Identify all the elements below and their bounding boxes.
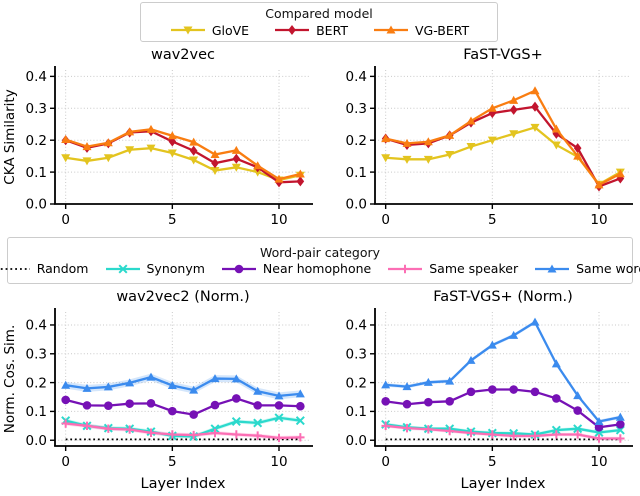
- axes: 0.0 0.1 0.2 0.3 0.4 0 5 10: [26, 308, 313, 470]
- legend-entry-label: VG-BERT: [414, 22, 470, 38]
- axes: 0.0 0.1 0.2 0.3 0.4 0 5 10: [346, 308, 633, 470]
- y-tick-label: 0.2: [26, 375, 47, 391]
- legend-entry-same-word: Same word: [533, 261, 640, 276]
- legend-entry-label: Near homophone: [262, 261, 372, 277]
- legend-entry-near-homophone: Near homophone: [220, 261, 371, 276]
- y-tick-label: 0.0: [346, 197, 367, 213]
- x-tick-label: 0: [381, 454, 390, 470]
- x-tick-label: 5: [488, 454, 497, 470]
- x-axis-label: Layer Index: [141, 476, 226, 492]
- gridlines: [55, 70, 311, 205]
- chart-title: wav2vec: [151, 47, 215, 63]
- triangle-down-glyph-icon: [170, 26, 205, 35]
- y-tick-label: 0.3: [26, 346, 47, 362]
- y-tick-label: 0.1: [26, 404, 47, 420]
- chart-fast-vgs: 0.0 0.1 0.2 0.3 0.4 0 5 10 FaST-VGS+: [321, 44, 639, 236]
- series-same-speaker: [381, 421, 625, 443]
- y-tick-label: 0.4: [346, 69, 367, 85]
- y-tick-label: 0.0: [26, 433, 47, 449]
- chart-wav2vec2-norm-svg: 0.0 0.1 0.2 0.3 0.4 0 5 10 wav2vec2 (Norm.) Norm.…: [2, 289, 313, 492]
- y-tick-label: 0.1: [26, 165, 47, 181]
- legend-entry-same-speaker: Same speaker: [386, 261, 518, 276]
- legend-entry-label: GloVE: [211, 22, 250, 38]
- x-tick-label: 0: [61, 212, 70, 228]
- band-same-word: [385, 320, 621, 424]
- series-bert: [381, 101, 625, 192]
- y-tick-label: 0.0: [26, 197, 47, 213]
- diamond-glyph-icon: [275, 25, 310, 36]
- plus-glyph-icon: [388, 264, 423, 273]
- chart-title: FaST-VGS+: [463, 47, 543, 63]
- series-glove: [61, 144, 305, 185]
- series-glove: [381, 123, 625, 189]
- y-tick-label: 0.4: [26, 69, 47, 85]
- x-tick-label: 5: [488, 212, 497, 228]
- gridlines: [375, 312, 631, 446]
- band-same-word: [65, 373, 301, 400]
- x-tick-label: 5: [168, 212, 177, 228]
- x-glyph-icon: [105, 264, 140, 274]
- triangle-up-glyph-icon: [535, 264, 570, 273]
- series-same-speaker: [61, 419, 305, 443]
- x-tick-label: 5: [168, 454, 177, 470]
- legend-entry-label: Same speaker: [429, 261, 519, 277]
- y-tick-label: 0.4: [346, 318, 367, 334]
- y-tick-label: 0.3: [346, 346, 367, 362]
- dotted-line-glyph-icon: [0, 267, 30, 270]
- legend-compared-model-title: Compared model: [265, 6, 373, 22]
- legend-entry-vg-bert: VG-BERT: [372, 23, 469, 38]
- y-tick-label: 0.2: [346, 133, 367, 149]
- chart-fast-vgs-norm-svg: 0.0 0.1 0.2 0.3 0.4 0 5 10 FaST-VGS+ (Norm.) Laye…: [346, 289, 633, 492]
- legend-word-pair-title: Word-pair category: [259, 244, 381, 260]
- legend-entry-glove: GloVE: [169, 23, 249, 38]
- series-near-homophone: [61, 394, 305, 419]
- y-tick-label: 0.2: [346, 375, 367, 391]
- axes: 0.0 0.1 0.2 0.3 0.4 0 5 10: [346, 66, 633, 228]
- legend-entry-synonym: Synonym: [104, 261, 205, 276]
- x-tick-label: 10: [590, 454, 607, 470]
- legend-entry-random: Random: [0, 261, 89, 276]
- y-axis-label: CKA Similarity: [2, 89, 18, 184]
- series-near-homophone: [381, 385, 625, 432]
- y-tick-label: 0.3: [26, 101, 47, 117]
- chart-title: FaST-VGS+ (Norm.): [433, 289, 573, 305]
- series-vg-bert: [61, 124, 305, 183]
- x-tick-label: 0: [381, 212, 390, 228]
- chart-wav2vec: 0.0 0.1 0.2 0.3 0.4 0 5 10 wav2vec CKA Similarity: [1, 44, 319, 236]
- x-axis-label: Layer Index: [461, 476, 546, 492]
- y-tick-label: 0.2: [26, 133, 47, 149]
- legend-compared-model: Compared model GloVE BERT VG-BERT: [140, 2, 498, 42]
- y-tick-label: 0.1: [346, 165, 367, 181]
- legend-word-pair-category: Word-pair category Random Synonym Near hom…: [0, 237, 640, 284]
- x-tick-label: 0: [61, 454, 70, 470]
- legend-word-pair-entries: Random Synonym Near homophone Same speaker S…: [0, 261, 640, 276]
- y-tick-label: 0.1: [346, 404, 367, 420]
- chart-wav2vec2-norm: 0.0 0.1 0.2 0.3 0.4 0 5 10 wav2vec2 (Norm.) Norm.…: [1, 286, 319, 496]
- gridlines: [55, 312, 311, 446]
- x-tick-label: 10: [270, 454, 287, 470]
- triangle-up-glyph-icon: [373, 25, 408, 34]
- y-tick-label: 0.3: [346, 101, 367, 117]
- chart-fast-vgs-norm: 0.0 0.1 0.2 0.3 0.4 0 5 10 FaST-VGS+ (Norm.) Laye…: [321, 286, 639, 496]
- circle-glyph-icon: [221, 264, 256, 273]
- y-tick-label: 0.4: [26, 318, 47, 334]
- series-same-word: [381, 317, 625, 426]
- x-tick-label: 10: [590, 212, 607, 228]
- legend-entry-bert: BERT: [273, 23, 348, 38]
- series-vg-bert: [381, 86, 625, 189]
- legend-entry-label: BERT: [316, 22, 348, 38]
- legend-compared-model-entries: GloVE BERT VG-BERT: [169, 23, 469, 38]
- y-tick-label: 0.0: [346, 433, 367, 449]
- legend-entry-label: Same word: [576, 261, 640, 277]
- chart-fast-vgs-svg: 0.0 0.1 0.2 0.3 0.4 0 5 10 FaST-VGS+: [346, 47, 633, 228]
- y-axis-label: Norm. Cos. Sim.: [2, 325, 18, 433]
- series-same-word: [61, 372, 305, 400]
- axes: 0.0 0.1 0.2 0.3 0.4 0 5 10: [26, 66, 313, 228]
- legend-entry-label: Random: [36, 261, 89, 277]
- legend-entry-label: Synonym: [146, 261, 205, 277]
- chart-wav2vec-svg: 0.0 0.1 0.2 0.3 0.4 0 5 10 wav2vec CKA Similarity: [2, 47, 313, 228]
- x-tick-label: 10: [270, 212, 287, 228]
- chart-title: wav2vec2 (Norm.): [116, 289, 249, 305]
